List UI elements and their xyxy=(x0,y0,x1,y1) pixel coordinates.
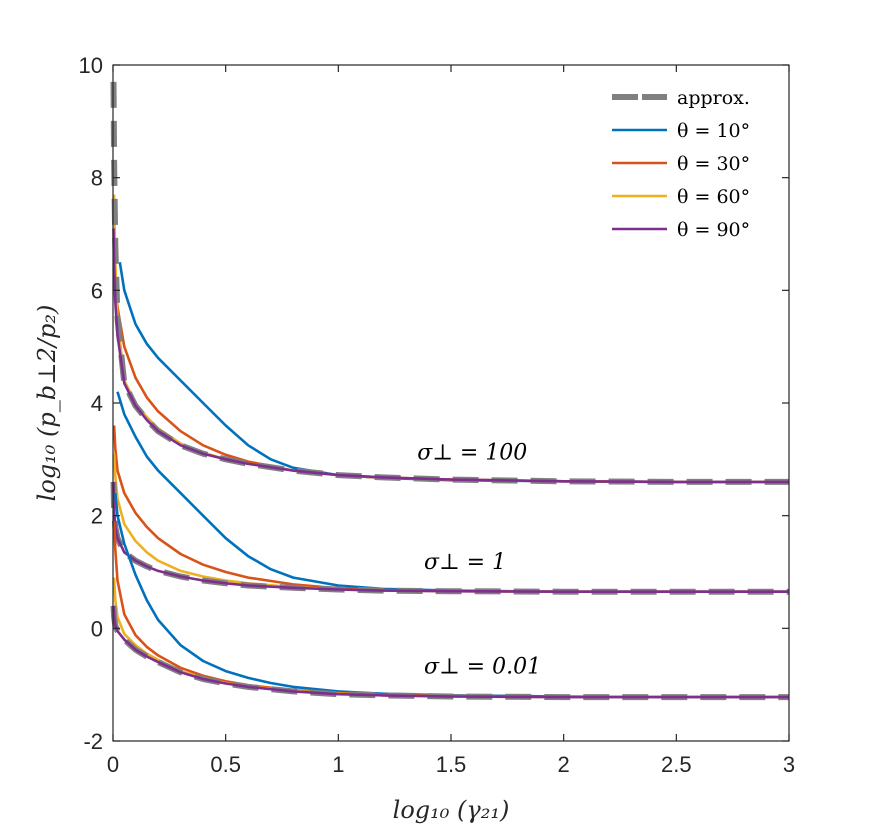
legend-label-2: θ = 30° xyxy=(677,153,750,175)
y-tick-label: 8 xyxy=(91,166,103,191)
legend-label-1: θ = 10° xyxy=(677,120,750,142)
annotation-label-0: σ⊥ = 100 xyxy=(417,440,527,465)
x-axis-label: log₁₀ (γ₂₁) xyxy=(393,796,510,824)
series-line-theta-90-g0 xyxy=(112,228,789,484)
annotation-label-1: σ⊥ = 1 xyxy=(424,550,506,575)
y-tick-label: 10 xyxy=(79,53,103,78)
legend-label-4: θ = 90° xyxy=(677,219,750,241)
y-tick-label: 0 xyxy=(91,616,103,641)
x-tick-label: 3 xyxy=(783,752,795,777)
x-tick-label: 1.5 xyxy=(436,752,467,777)
series-line-theta-90-g1 xyxy=(112,481,789,593)
series-group-sigma-0-01 xyxy=(110,492,789,701)
annotation-layer: σ⊥ = 100 σ⊥ = 1 σ⊥ = 0.01 xyxy=(417,440,541,679)
series-line-theta-90-g2 xyxy=(112,605,789,699)
y-tick-label: 4 xyxy=(91,391,103,416)
legend-label-3: θ = 60° xyxy=(677,186,750,208)
series-layer xyxy=(110,81,789,701)
y-tick-label: 2 xyxy=(91,504,103,529)
y-tick-label: 6 xyxy=(91,278,103,303)
y-tick-label: -2 xyxy=(83,729,103,754)
y-axis-label: log₁₀ (p_b⊥2/p₂) xyxy=(33,305,61,502)
legend: approx. θ = 10° θ = 30° θ = 60° θ = 90° xyxy=(612,87,750,241)
x-tick-label: 0 xyxy=(107,752,119,777)
x-tick-label: 0.5 xyxy=(210,752,241,777)
series-group-sigma-100 xyxy=(110,81,789,485)
legend-label-0: approx. xyxy=(677,87,750,109)
x-tick-label: 1 xyxy=(332,752,344,777)
x-tick-label: 2 xyxy=(558,752,570,777)
series-group-sigma-1 xyxy=(110,391,789,595)
x-tick-label: 2.5 xyxy=(661,752,692,777)
annotation-label-2: σ⊥ = 0.01 xyxy=(424,654,541,679)
